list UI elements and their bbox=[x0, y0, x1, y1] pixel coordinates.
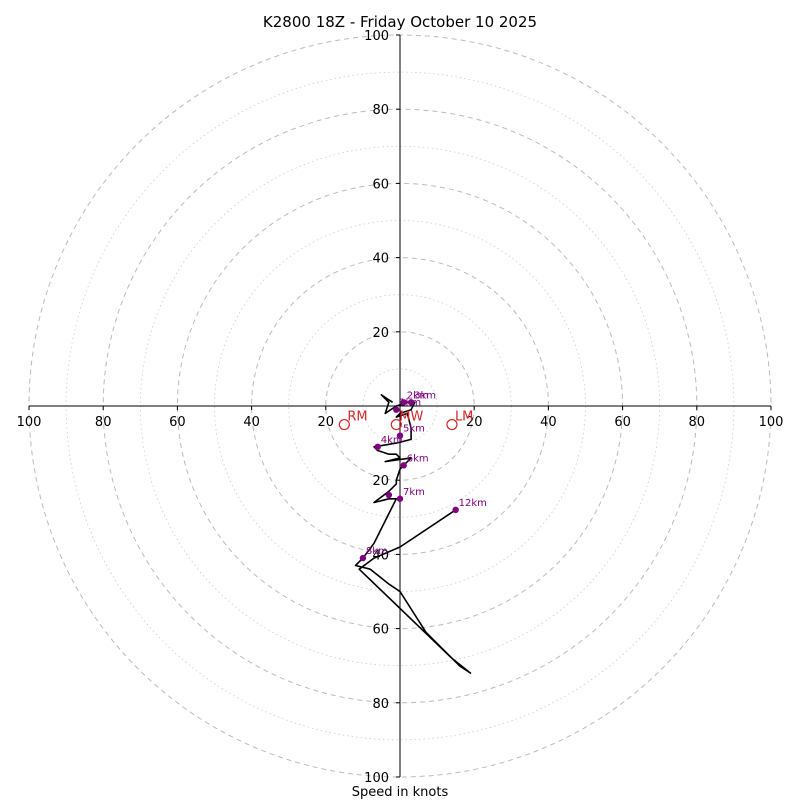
height-marker-label: 7km bbox=[403, 487, 425, 498]
x-tick-label: 60 bbox=[614, 415, 631, 430]
storm-motion-label: RM bbox=[347, 410, 367, 425]
height-marker-point bbox=[359, 554, 367, 562]
height-marker-point bbox=[374, 443, 381, 451]
height-marker-label: 3km bbox=[414, 390, 436, 401]
height-marker-point bbox=[452, 506, 459, 514]
y-tick-label: 40 bbox=[372, 252, 389, 267]
height-marker-point bbox=[407, 399, 415, 406]
y-tick-label: 80 bbox=[372, 697, 389, 712]
y-tick-label: 20 bbox=[372, 326, 389, 341]
storm-motion-marker bbox=[338, 418, 350, 431]
storm-motion-marker bbox=[446, 418, 458, 431]
y-tick-label: 60 bbox=[372, 177, 389, 192]
height-marker-point bbox=[400, 462, 407, 469]
height-marker-label: 6km bbox=[407, 453, 429, 464]
x-tick-label: 40 bbox=[540, 415, 557, 430]
storm-motion-label: LM bbox=[455, 410, 473, 425]
axes: 100 80 60 40 20 20 40 60 80 100100806040202040608… bbox=[17, 29, 784, 786]
y-tick-label: 100 bbox=[364, 29, 389, 44]
x-tick-label: 20 bbox=[466, 415, 483, 430]
y-tick-label: 20 bbox=[372, 474, 389, 489]
y-tick-label: 60 bbox=[372, 623, 389, 638]
storm-motion-label: MW bbox=[399, 410, 423, 425]
height-marker-label: 2km bbox=[407, 390, 429, 401]
storm-motion-layer: RM LM MW bbox=[338, 410, 473, 431]
height-marker-label: 4km bbox=[381, 435, 403, 446]
x-axis-label: Speed in knots bbox=[352, 785, 449, 800]
x-tick-label: 80 bbox=[95, 415, 112, 430]
x-tick-label: 100 bbox=[17, 415, 42, 430]
height-marker-point bbox=[400, 399, 407, 406]
x-tick-label: 80 bbox=[689, 415, 706, 430]
y-tick-label: 80 bbox=[372, 103, 389, 118]
height-marker-point bbox=[393, 406, 400, 413]
x-tick-label: 20 bbox=[318, 415, 335, 430]
x-tick-label: 40 bbox=[243, 415, 260, 430]
height-marker-point bbox=[396, 495, 404, 502]
x-tick-label: 60 bbox=[169, 415, 186, 430]
x-tick-label: 100 bbox=[759, 415, 784, 430]
y-tick-label: 100 bbox=[364, 771, 389, 786]
height-marker-layer: 1km2km3km4km5km6km7km8km12km bbox=[359, 390, 487, 562]
height-marker-label: 8km bbox=[366, 546, 388, 557]
height-marker-label: 12km bbox=[459, 498, 487, 509]
height-marker-point bbox=[385, 491, 393, 499]
chart-title: K2800 18Z - Friday October 10 2025 bbox=[263, 13, 537, 31]
height-marker-point bbox=[396, 432, 404, 439]
height-marker-label: 5km bbox=[403, 424, 425, 435]
storm-motion-marker bbox=[390, 418, 402, 431]
